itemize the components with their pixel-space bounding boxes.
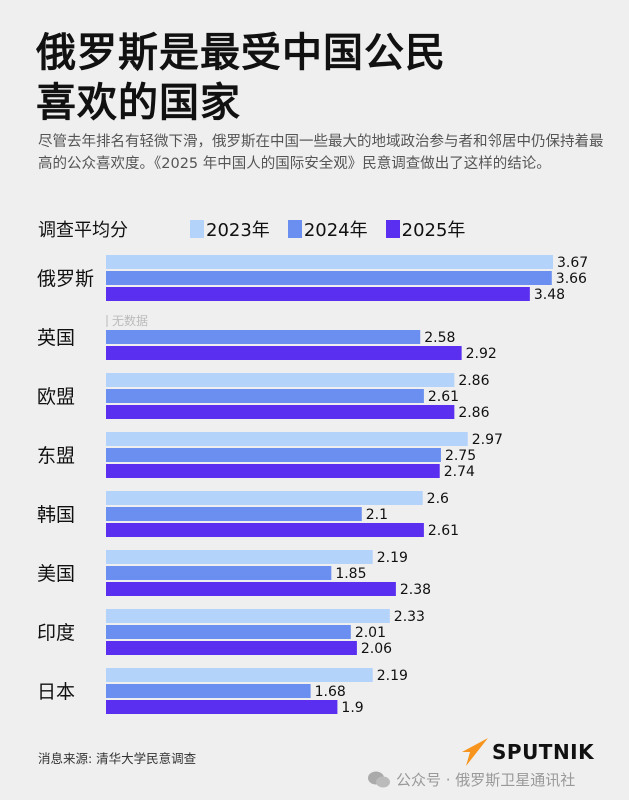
value-label: 2.75	[445, 448, 476, 464]
category-label: 东盟	[37, 445, 75, 467]
bar	[106, 464, 440, 478]
value-label: 1.85	[335, 566, 366, 582]
value-label: 2.58	[424, 330, 455, 346]
value-label: 2.74	[444, 464, 475, 480]
chart-ylabel: 调查平均分	[38, 220, 128, 241]
bar	[106, 582, 396, 596]
sputnik-logo-icon	[462, 738, 488, 766]
logo-text: SPUTNIK	[492, 740, 595, 764]
value-label: 3.66	[556, 271, 587, 287]
bar	[106, 625, 351, 639]
category-label: 英国	[37, 327, 75, 349]
value-label: 3.48	[534, 287, 565, 303]
legend-item-2023: 2023年	[190, 216, 270, 242]
value-label: 2.1	[366, 507, 388, 523]
legend: 2023年 2024年 2025年	[190, 216, 465, 242]
value-label: 2.19	[377, 668, 408, 684]
value-label: 2.97	[472, 432, 503, 448]
bar	[106, 523, 424, 537]
legend-swatch	[190, 220, 204, 238]
category-label: 印度	[37, 622, 75, 644]
value-label: 2.38	[400, 582, 431, 598]
bar	[106, 405, 455, 419]
category-label: 日本	[37, 681, 75, 703]
bar	[106, 566, 332, 580]
legend-label: 2025年	[401, 220, 466, 241]
bar	[106, 700, 338, 714]
title-line-1: 俄罗斯是最受中国公民	[36, 30, 446, 76]
category-label: 欧盟	[37, 386, 75, 408]
value-label: 2.01	[355, 625, 386, 641]
value-label: 2.19	[377, 550, 408, 566]
value-label: 2.33	[394, 609, 425, 625]
legend-swatch	[287, 220, 302, 238]
bar	[106, 330, 421, 344]
bar	[106, 432, 468, 446]
value-label: 无数据	[112, 313, 148, 328]
category-label: 韩国	[37, 504, 75, 526]
value-label: 3.67	[557, 255, 588, 271]
bar	[106, 255, 553, 269]
source-note: 消息来源: 清华大学民意调查	[38, 751, 197, 766]
bar	[106, 373, 455, 387]
bar	[106, 271, 552, 285]
wechat-icon	[368, 771, 390, 787]
bar	[106, 448, 441, 462]
bar	[106, 668, 373, 682]
subtitle: 尽管去年排名有轻微下滑，俄罗斯在中国一些最大的地域政治参与者和邻居中仍保持着最高…	[38, 134, 604, 172]
bar	[106, 389, 424, 403]
sputnik-logo: SPUTNIK	[462, 738, 594, 766]
value-label: 2.92	[466, 346, 497, 362]
legend-swatch	[385, 220, 400, 238]
value-label: 2.6	[427, 491, 449, 507]
bar	[106, 684, 311, 698]
legend-label: 2023年	[206, 220, 270, 241]
value-label: 1.68	[315, 684, 346, 700]
legend-item-2024: 2024年	[287, 216, 368, 242]
bar	[106, 287, 530, 301]
category-label: 美国	[37, 563, 75, 585]
value-label: 2.86	[458, 405, 489, 421]
value-label: 2.61	[428, 523, 459, 539]
value-label: 2.86	[458, 373, 489, 389]
bar	[106, 507, 362, 521]
bar	[106, 609, 390, 623]
legend-item-2025: 2025年	[385, 216, 466, 242]
value-label: 2.61	[428, 389, 459, 405]
bar	[106, 491, 423, 505]
bar	[106, 641, 357, 655]
page-title: 俄罗斯是最受中国公民 喜欢的国家	[36, 28, 446, 128]
bar	[106, 346, 462, 360]
title-line-2: 喜欢的国家	[36, 80, 241, 126]
category-label: 俄罗斯	[37, 268, 94, 290]
wechat-text: 公众号 · 俄罗斯卫星通讯社	[396, 771, 576, 789]
value-label: 2.06	[361, 641, 392, 657]
wechat-watermark: 公众号 · 俄罗斯卫星通讯社	[368, 769, 575, 790]
value-label: 1.9	[341, 700, 363, 716]
legend-label: 2024年	[303, 220, 368, 241]
bar	[106, 550, 373, 564]
